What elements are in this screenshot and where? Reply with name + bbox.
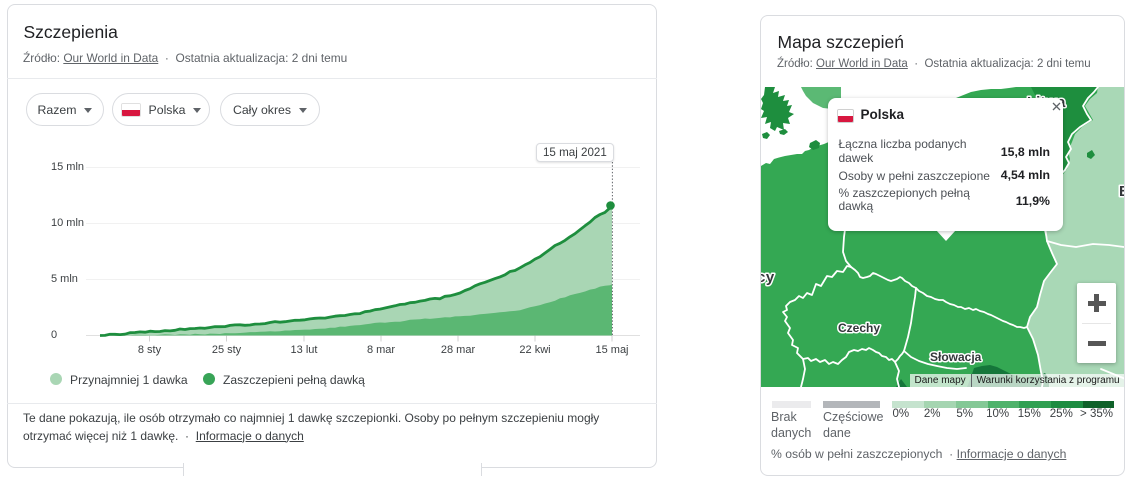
svg-text:Czechy: Czechy — [838, 321, 880, 335]
svg-text:Bi: Bi — [1119, 183, 1124, 200]
svg-text:Słowacja: Słowacja — [930, 350, 982, 364]
svg-text:cy: cy — [761, 269, 775, 286]
